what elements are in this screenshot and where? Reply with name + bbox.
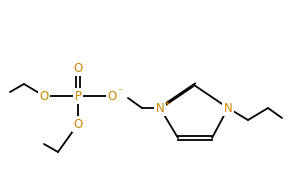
Text: ⁻: ⁻ xyxy=(117,88,122,97)
Text: O: O xyxy=(39,89,49,102)
Text: O: O xyxy=(73,117,83,130)
Text: O: O xyxy=(107,89,117,102)
Text: N: N xyxy=(156,102,164,115)
Text: +: + xyxy=(163,100,171,109)
Text: P: P xyxy=(74,89,81,102)
Text: O: O xyxy=(73,62,83,75)
Text: N: N xyxy=(224,102,232,115)
